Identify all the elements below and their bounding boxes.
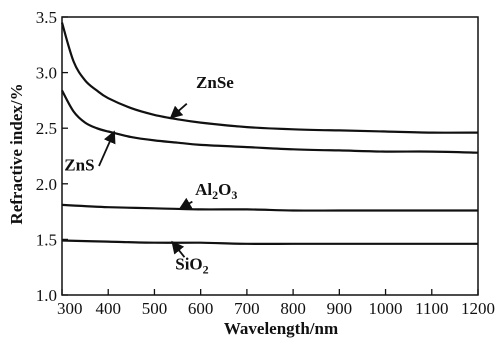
plot-frame [61,16,479,296]
x-tick-label: 1000 [369,299,403,318]
y-tick-label: 1.0 [36,286,57,305]
annotation-label-sio2: SiO2 [175,254,208,276]
annotation-arrow-sio2 [171,240,186,258]
x-tick-label: 600 [188,299,214,318]
x-tick-label: 1200 [461,299,495,318]
x-tick-label: 700 [234,299,260,318]
series-layer [60,22,479,245]
ticks-layer: 300 400 500 600 700 800 900 1000 1100 1200 1.0 1.5 2… [36,8,495,318]
y-tick-label: 2.0 [36,175,57,194]
annotation-arrow-al2o3 [178,197,193,210]
annotation-label-zns: ZnS [64,155,94,174]
annotations-layer: ZnSe ZnS Al2O3 SiO2 [64,73,237,276]
y-tick-label: 3.0 [36,64,57,83]
series-line-al2o3 [61,203,478,212]
series-line-zns [61,89,479,154]
y-tick-label: 2.5 [36,119,57,138]
y-tick-label: 3.5 [36,8,57,27]
y-tick-label: 1.5 [36,230,57,249]
x-tick-label: 300 [57,299,83,318]
x-tick-label: 400 [95,299,121,318]
x-axis-title: Wavelength/nm [224,319,338,338]
annotation-arrow-znse [169,103,188,119]
x-tick-label: 800 [280,299,306,318]
annotation-label-al2o3: Al2O3 [195,180,237,202]
series-line-sio2 [61,239,478,245]
annotation-label-znse: ZnSe [196,73,234,92]
x-tick-label: 500 [142,299,168,318]
annotation-arrow-zns [98,130,116,167]
x-tick-label: 1100 [415,299,448,318]
y-axis-title: Refractive index/% [7,83,26,224]
series-line-znse [60,22,479,134]
x-tick-label: 900 [327,299,353,318]
